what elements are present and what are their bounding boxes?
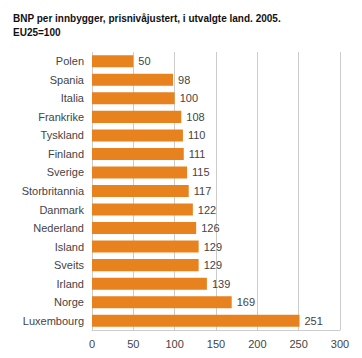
svg-text:0: 0 [89,338,95,350]
svg-text:122: 122 [198,204,216,216]
svg-text:129: 129 [204,259,222,271]
svg-text:110: 110 [188,129,206,141]
svg-text:115: 115 [192,166,210,178]
svg-text:EU25=100: EU25=100 [13,27,61,38]
svg-text:300: 300 [331,338,349,350]
svg-text:Island: Island [55,241,84,253]
svg-text:100: 100 [180,92,198,104]
svg-text:Finland: Finland [48,148,84,160]
svg-text:Irland: Irland [56,278,84,290]
svg-text:Spania: Spania [50,74,85,86]
svg-text:Danmark: Danmark [39,204,84,216]
svg-text:126: 126 [201,222,219,234]
svg-text:169: 169 [237,296,255,308]
svg-text:BNP per innbygger, prisnivåjus: BNP per innbygger, prisnivåjustert, i ut… [13,13,281,24]
svg-text:98: 98 [178,74,190,86]
svg-text:50: 50 [138,55,150,67]
svg-text:Sveits: Sveits [54,259,84,271]
svg-text:Sverige: Sverige [47,166,84,178]
svg-text:200: 200 [248,338,266,350]
svg-text:129: 129 [204,241,222,253]
svg-text:108: 108 [186,111,204,123]
svg-text:100: 100 [165,338,183,350]
svg-text:Norge: Norge [54,296,84,308]
svg-text:50: 50 [127,338,139,350]
svg-text:Frankrike: Frankrike [38,111,84,123]
svg-text:251: 251 [304,315,322,327]
svg-text:250: 250 [289,338,307,350]
svg-text:117: 117 [194,185,212,197]
svg-text:Storbritannia: Storbritannia [22,185,85,197]
svg-text:Luxembourg: Luxembourg [23,315,84,327]
svg-text:139: 139 [212,278,230,290]
svg-text:111: 111 [189,148,206,160]
svg-text:150: 150 [207,338,225,350]
svg-text:Italia: Italia [61,92,85,104]
svg-text:Tyskland: Tyskland [41,129,84,141]
svg-text:Nederland: Nederland [33,222,84,234]
svg-text:Polen: Polen [56,55,84,67]
